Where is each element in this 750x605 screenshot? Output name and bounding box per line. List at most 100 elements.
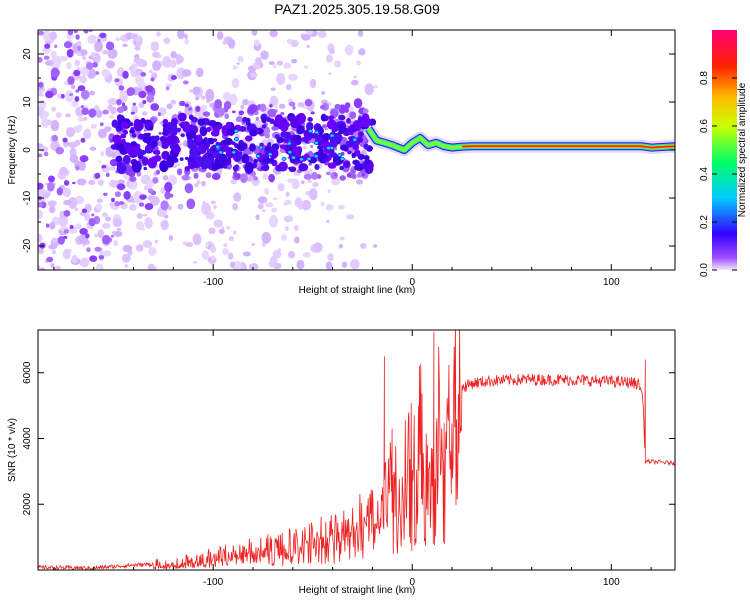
noise-blob (143, 243, 148, 247)
noise-blob (119, 201, 125, 205)
noise-blob (73, 69, 81, 77)
noise-blob (199, 126, 208, 137)
noise-blob (326, 171, 331, 176)
noise-blob (67, 30, 74, 36)
noise-blob (188, 107, 192, 111)
noise-blob (177, 112, 187, 122)
noise-blob (290, 58, 298, 64)
snr-y-tick-label: 2000 (22, 493, 33, 516)
noise-blob (242, 116, 248, 123)
noise-blob (43, 192, 50, 199)
noise-blob (357, 171, 363, 178)
spectrogram-y-tick-label: 10 (22, 96, 33, 108)
noise-blob (195, 67, 204, 78)
noise-blob (296, 125, 305, 135)
noise-blob (248, 263, 259, 270)
noise-blob (54, 265, 62, 270)
noise-blob (38, 265, 41, 269)
noise-blob (200, 104, 208, 111)
noise-blob (216, 168, 223, 175)
noise-blob (94, 246, 102, 252)
noise-blob (45, 223, 50, 228)
noise-highlight (286, 141, 292, 146)
noise-blob (196, 155, 203, 163)
colorbar-tick-label: 0.2 (699, 215, 710, 229)
noise-blob (373, 85, 378, 89)
noise-blob (346, 214, 355, 220)
noise-blob (67, 76, 75, 85)
noise-blob (48, 205, 56, 214)
noise-blob (193, 172, 199, 179)
noise-blob (75, 34, 80, 40)
spectrogram-y-label: Frequency (Hz) (7, 116, 18, 185)
noise-blob (128, 65, 136, 72)
noise-blob (285, 226, 289, 232)
noise-blob (89, 90, 96, 96)
noise-blob (196, 179, 201, 185)
noise-blob (50, 67, 60, 79)
noise-blob (141, 157, 149, 166)
noise-blob (281, 234, 287, 241)
noise-blob (42, 30, 52, 42)
noise-blob (321, 90, 326, 95)
noise-blob (103, 250, 112, 257)
noise-blob (363, 155, 370, 161)
noise-blob (123, 190, 131, 200)
noise-blob (87, 36, 97, 45)
noise-blob (290, 39, 299, 48)
noise-blob (129, 122, 134, 127)
noise-blob (297, 102, 305, 108)
noise-blob (44, 43, 51, 49)
noise-blob (51, 106, 57, 112)
noise-blob (264, 132, 270, 139)
noise-blob (96, 198, 103, 203)
noise-blob (232, 165, 239, 172)
noise-blob (320, 105, 326, 110)
noise-blob (211, 162, 222, 170)
noise-blob (75, 89, 80, 93)
noise-blob (205, 88, 215, 102)
noise-blob (269, 157, 275, 164)
noise-highlight (339, 156, 345, 161)
noise-blob (69, 154, 79, 164)
noise-blob (350, 79, 359, 86)
noise-blob (180, 100, 185, 107)
noise-blob (143, 119, 153, 126)
noise-blob (109, 115, 114, 119)
noise-highlight (231, 150, 237, 155)
noise-blob (151, 140, 158, 148)
noise-blob (170, 128, 178, 137)
noise-blob (71, 100, 79, 108)
noise-blob (222, 248, 229, 256)
noise-blob (320, 201, 325, 207)
noise-blob (325, 204, 334, 211)
noise-highlight (233, 129, 239, 134)
noise-blob (227, 252, 234, 260)
spectrogram-y-tick-label: 0 (22, 147, 33, 153)
noise-blob (347, 150, 352, 155)
noise-blob (330, 177, 341, 186)
noise-blob (170, 99, 177, 105)
noise-blob (333, 172, 337, 177)
noise-blob (79, 155, 89, 163)
noise-blob (353, 98, 363, 109)
snr-x-ticks: -100 0 100 (53, 330, 652, 588)
snr-series-line (38, 330, 675, 570)
noise-blob (201, 202, 211, 216)
noise-blob (155, 149, 161, 155)
noise-blob (327, 189, 331, 194)
noise-blob (242, 156, 249, 164)
noise-blob (80, 137, 86, 143)
noise-blob (363, 143, 369, 150)
noise-blob (110, 106, 117, 115)
noise-blob (63, 199, 72, 206)
noise-blob (148, 246, 157, 256)
noise-blob (334, 147, 338, 150)
noise-blob (109, 138, 114, 143)
noise-blob (72, 181, 76, 185)
noise-blob (279, 144, 286, 149)
noise-blob (234, 173, 242, 179)
noise-blob (249, 129, 258, 137)
noise-blob (293, 225, 299, 231)
noise-highlight (352, 137, 358, 142)
